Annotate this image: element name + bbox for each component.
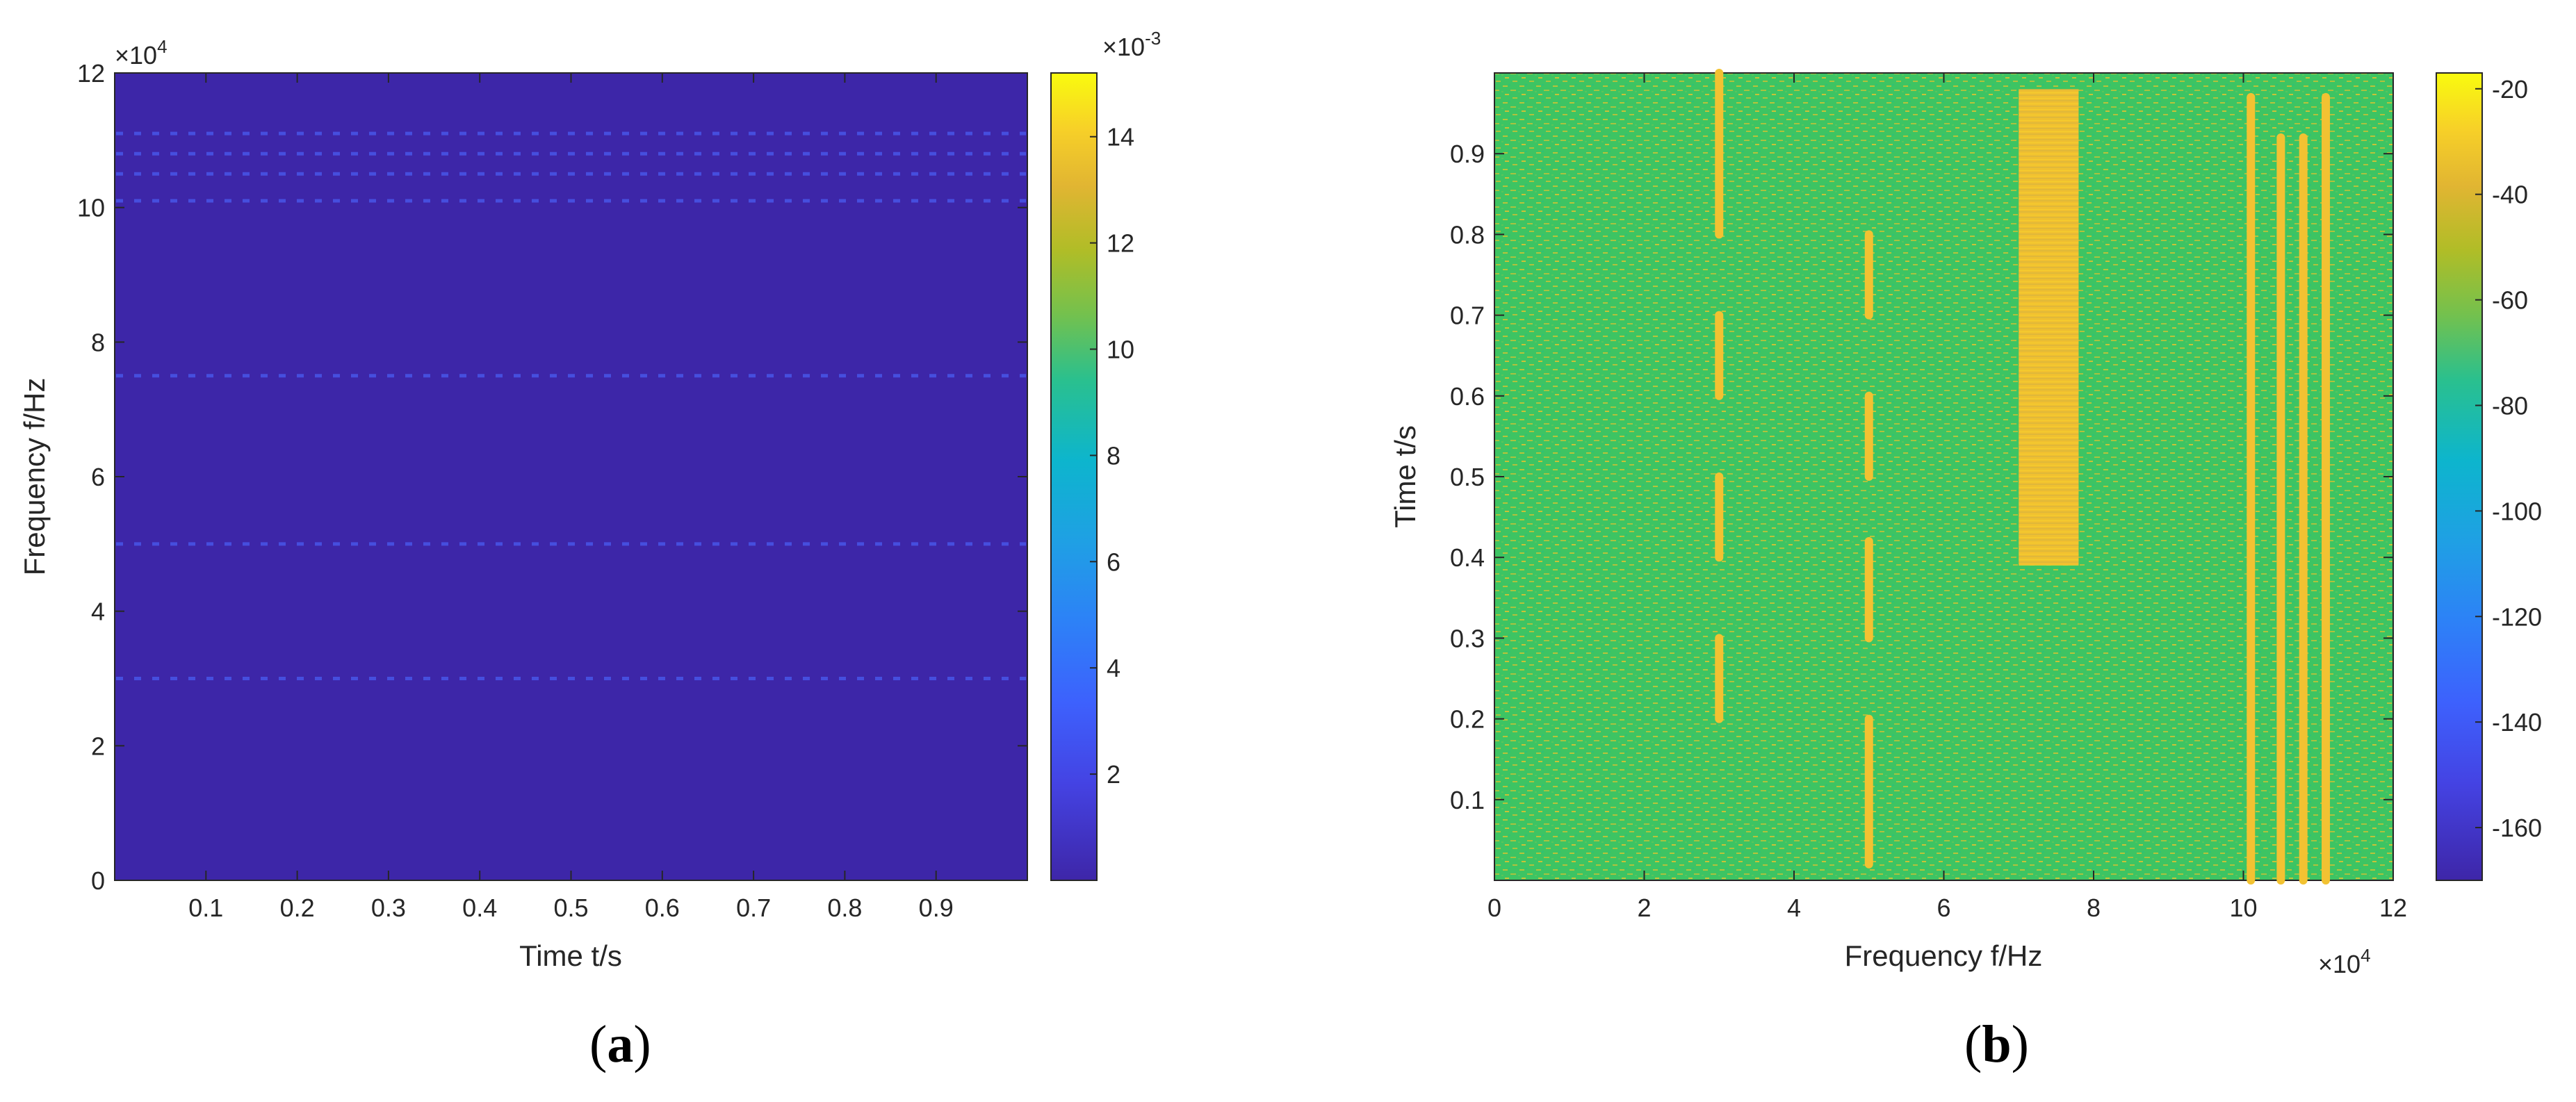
panel-a-caption: (a): [589, 1015, 651, 1074]
panel-a-y-exponent: ×104: [115, 36, 168, 69]
x-tick-label: 0.6: [645, 894, 680, 922]
x-tick-label: 6: [1937, 894, 1950, 922]
colorbar-tick-label: -20: [2492, 75, 2528, 104]
x-tick-label: 0.5: [553, 894, 588, 922]
colorbar-tick-label: 10: [1107, 336, 1134, 364]
y-tick-label: 0: [91, 866, 105, 895]
panel-a-chart: 0.1 0.2 0.3 0.4 0.5 0.6 0.7 0.8 0.9 0 2 4 6 8 10 12 ×1…: [18, 28, 1161, 972]
x-tick-label: 2: [1637, 894, 1651, 922]
panel-a-plot-area: [114, 72, 1028, 881]
colorbar-tick-label: 2: [1107, 760, 1120, 789]
panel-a-colorbar-exponent: ×10-3: [1102, 28, 1161, 61]
panel-b-colorbar-ticks: -20 -40 -60 -80 -100 -120 -140 -160: [2475, 75, 2542, 842]
y-tick-label: 4: [91, 598, 105, 626]
x-tick-label: 0.7: [736, 894, 771, 922]
colorbar-tick-label: 14: [1107, 123, 1134, 151]
y-tick-label: 0.9: [1450, 140, 1485, 168]
y-tick-label: 0.1: [1450, 786, 1485, 814]
y-tick-label: 0.7: [1450, 302, 1485, 330]
panel-b-caption: (b): [1964, 1015, 2029, 1074]
panel-b-colorbar: [2436, 72, 2483, 881]
signal-band: [2019, 89, 2079, 566]
y-tick-label: 0.8: [1450, 220, 1485, 249]
panel-b-y-ticks: 0.1 0.2 0.3 0.4 0.5 0.6 0.7 0.8 0.9: [1450, 140, 2393, 814]
x-tick-label: 0: [1487, 894, 1501, 922]
colorbar-tick-label: -60: [2492, 286, 2528, 315]
y-tick-label: 12: [77, 59, 105, 88]
colorbar-tick-label: 4: [1107, 654, 1120, 682]
panel-a-x-ticks: 0.1 0.2 0.3 0.4 0.5 0.6 0.7 0.8 0.9: [188, 73, 954, 922]
x-tick-label: 0.8: [827, 894, 862, 922]
panel-b-signal-lines: [1715, 69, 2331, 885]
colorbar-tick-label: -80: [2492, 391, 2528, 420]
x-tick-label: 12: [2379, 894, 2407, 922]
panel-b-chart: 0 2 4 6 8 10 12 0.1 0.2 0.3 0.4 0.5 0.6 0.7 0.8 0.9 ×1…: [1389, 69, 2542, 978]
colorbar-tick-label: -100: [2492, 497, 2542, 525]
y-tick-label: 0.6: [1450, 382, 1485, 411]
colorbar-tick-label: -40: [2492, 181, 2528, 209]
panel-b-x-axis-label: Frequency f/Hz: [1845, 939, 2043, 972]
panel-a-colorbar: [1050, 72, 1098, 881]
colorbar-tick-label: 12: [1107, 229, 1134, 258]
panel-a-highlight-bands: [116, 131, 1026, 680]
panel-b-plot-area: [1494, 72, 2394, 881]
panel-a-colorbar-ticks: 2 4 6 8 10 12 14: [1090, 123, 1134, 789]
panel-a-y-axis-label: Frequency f/Hz: [18, 378, 51, 576]
x-tick-label: 0.1: [188, 894, 223, 922]
y-tick-label: 2: [91, 732, 105, 760]
x-tick-label: 4: [1787, 894, 1801, 922]
x-tick-label: 0.2: [280, 894, 315, 922]
panel-a-y-ticks: 0 2 4 6 8 10 12: [77, 59, 1027, 895]
y-tick-label: 10: [77, 194, 105, 222]
x-tick-label: 0.3: [371, 894, 406, 922]
colorbar-tick-label: -160: [2492, 814, 2542, 842]
x-tick-label: 10: [2229, 894, 2257, 922]
x-tick-label: 0.4: [462, 894, 497, 922]
panel-b-x-exponent: ×104: [2318, 945, 2371, 978]
y-tick-label: 0.3: [1450, 624, 1485, 652]
y-tick-label: 0.4: [1450, 543, 1485, 572]
y-tick-label: 0.2: [1450, 705, 1485, 734]
x-tick-label: 0.9: [919, 894, 954, 922]
panel-b-x-ticks: 0 2 4 6 8 10 12: [1487, 73, 2407, 922]
colorbar-tick-label: -120: [2492, 602, 2542, 631]
colorbar-tick-label: 8: [1107, 441, 1120, 470]
panel-b-y-axis-label: Time t/s: [1389, 425, 1421, 528]
colorbar-tick-label: -140: [2492, 708, 2542, 737]
y-tick-label: 0.5: [1450, 463, 1485, 491]
colorbar-tick-label: 6: [1107, 548, 1120, 576]
panel-a-x-axis-label: Time t/s: [519, 939, 622, 972]
x-tick-label: 8: [2087, 894, 2101, 922]
y-tick-label: 6: [91, 463, 105, 491]
y-tick-label: 8: [91, 328, 105, 356]
